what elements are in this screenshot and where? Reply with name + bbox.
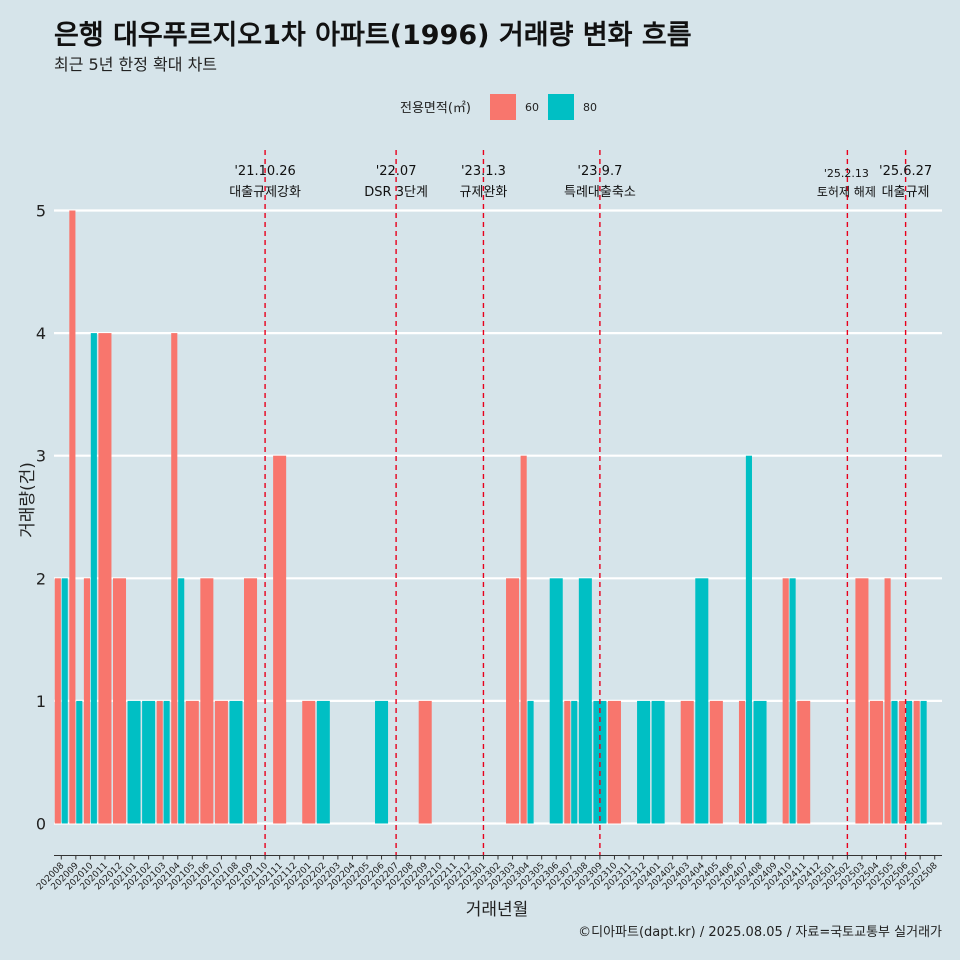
y-tick-label: 0 xyxy=(36,815,46,834)
bar-202008-80 xyxy=(61,578,68,824)
bar-202107-60 xyxy=(214,700,228,824)
bar-202201-60 xyxy=(302,700,316,824)
bar-202304-60 xyxy=(520,455,527,824)
bar-202105-60 xyxy=(185,700,199,824)
bar-202104-60 xyxy=(171,333,178,824)
bar-202202-80 xyxy=(316,700,330,824)
bar-202410-80 xyxy=(789,578,796,824)
bar-202103-80 xyxy=(163,700,170,824)
bar-202306-80 xyxy=(549,578,563,824)
bar-202401-80 xyxy=(651,700,665,824)
bar-202009-60 xyxy=(69,210,76,824)
y-tick-label: 4 xyxy=(36,324,46,343)
y-axis-title: 거래량(건) xyxy=(18,462,38,538)
bar-202102-80 xyxy=(142,700,156,824)
bar-202106-60 xyxy=(200,578,214,824)
bar-202209-60 xyxy=(418,700,432,824)
y-tick-label: 1 xyxy=(36,692,46,711)
bar-202506-80 xyxy=(906,700,913,824)
event-date-label: '23.1.3 xyxy=(461,164,506,179)
chart-title: 은행 대우푸르지오1차 아파트(1996) 거래량 변화 흐름 xyxy=(54,20,692,51)
bar-202410-60 xyxy=(782,578,789,824)
bar-202109-60 xyxy=(244,578,258,824)
x-axis: 2020082020092020102020112020122021012021… xyxy=(35,855,942,892)
bar-202307-60 xyxy=(564,700,571,824)
event-label: 규제완화 xyxy=(460,185,508,200)
event-date-label: '25.2.13 xyxy=(824,167,869,180)
bar-202011-60 xyxy=(98,333,112,824)
y-tick-label: 2 xyxy=(36,569,46,588)
event-label: 대출규제 xyxy=(882,185,930,200)
event-date-label: '23.9.7 xyxy=(577,164,622,179)
bars xyxy=(54,210,927,824)
bar-202507-80 xyxy=(920,700,927,824)
bar-202303-60 xyxy=(506,578,520,824)
chart-subtitle: 최근 5년 한정 확대 차트 xyxy=(54,55,217,74)
bar-202310-60 xyxy=(607,700,621,824)
legend-swatch-60 xyxy=(490,94,516,120)
event-date-label: '22.07 xyxy=(376,164,417,179)
legend-label-80: 80 xyxy=(583,101,597,114)
event-label: 대출규제강화 xyxy=(229,185,301,200)
caption: ©디아파트(dapt.kr) / 2025.08.05 / 자료=국토교통부 실… xyxy=(578,925,942,940)
bar-202506-60 xyxy=(899,700,906,824)
bar-202407-60 xyxy=(738,700,746,824)
bar-202108-80 xyxy=(229,700,243,824)
bar-202008-60 xyxy=(54,578,61,824)
bar-202404-80 xyxy=(695,578,709,824)
legend: 전용면적(㎡) 60 80 xyxy=(400,94,597,120)
event-label: 토허제 해제 xyxy=(817,185,876,199)
bar-202407-80 xyxy=(745,455,752,824)
y-tick-label: 3 xyxy=(36,447,46,466)
legend-title: 전용면적(㎡) xyxy=(400,101,471,116)
legend-swatch-80 xyxy=(548,94,574,120)
bar-202009-80 xyxy=(76,700,83,824)
bar-202012-60 xyxy=(112,578,127,824)
bar-202408-80 xyxy=(753,700,767,824)
bar-202304-80 xyxy=(527,700,534,824)
bar-202503-60 xyxy=(855,578,869,824)
bar-202103-60 xyxy=(156,700,163,824)
bar-202104-80 xyxy=(178,578,185,824)
y-tick-label: 5 xyxy=(36,202,46,221)
event-label: DSR 3단계 xyxy=(364,185,428,200)
bar-202010-80 xyxy=(90,333,97,824)
bar-202206-80 xyxy=(375,700,389,824)
x-axis-title: 거래년월 xyxy=(466,900,529,920)
bar-202308-80 xyxy=(578,578,592,824)
bar-202111-60 xyxy=(273,455,287,824)
legend-label-60: 60 xyxy=(525,101,539,114)
bar-202505-80 xyxy=(891,700,898,824)
y-axis: 0 1 2 3 4 5 xyxy=(36,202,46,834)
event-label: 특례대출축소 xyxy=(564,185,636,200)
event-date-label: '25.6.27 xyxy=(879,164,932,179)
bar-202504-60 xyxy=(869,700,884,824)
bar-202405-60 xyxy=(709,700,723,824)
bar-202307-80 xyxy=(571,700,578,824)
bar-202010-60 xyxy=(83,578,90,824)
bar-202403-60 xyxy=(680,700,694,824)
bar-202507-60 xyxy=(913,700,920,824)
event-date-label: '21.10.26 xyxy=(234,164,295,179)
bar-202312-80 xyxy=(637,700,651,824)
bar-202411-60 xyxy=(797,700,811,824)
bar-202101-80 xyxy=(127,700,141,824)
bar-202505-60 xyxy=(884,578,891,824)
event-lines: '21.10.26 대출규제강화 '22.07 DSR 3단계 '23.1.3 규제완화 '… xyxy=(229,150,932,855)
